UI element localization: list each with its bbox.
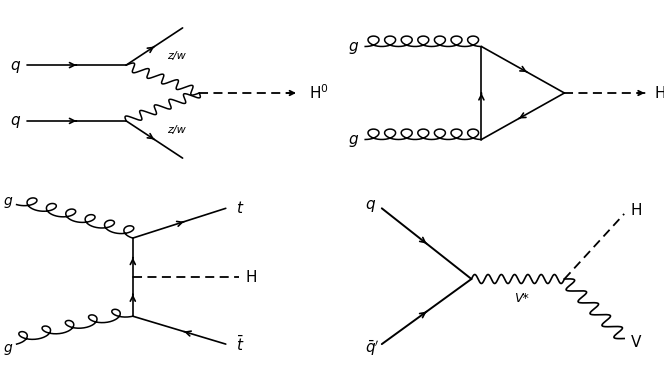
Text: H$^0$: H$^0$ [309, 84, 329, 102]
Text: q: q [10, 58, 19, 73]
Text: g: g [349, 39, 358, 54]
Text: g: g [3, 341, 12, 355]
Text: z/w: z/w [167, 51, 185, 61]
Text: V: V [631, 335, 641, 350]
Text: H$^0$: H$^0$ [654, 84, 664, 102]
Text: $\bar{t}$: $\bar{t}$ [236, 334, 244, 354]
Text: q: q [365, 197, 374, 212]
Text: g: g [349, 132, 358, 147]
Text: t: t [236, 201, 242, 216]
Text: H: H [246, 270, 257, 285]
Text: H: H [631, 203, 642, 218]
Text: z/w: z/w [167, 125, 185, 135]
Text: g: g [3, 194, 12, 208]
Text: V*: V* [514, 292, 529, 305]
Text: q: q [10, 113, 19, 128]
Text: $\bar{q}'$: $\bar{q}'$ [365, 338, 380, 357]
